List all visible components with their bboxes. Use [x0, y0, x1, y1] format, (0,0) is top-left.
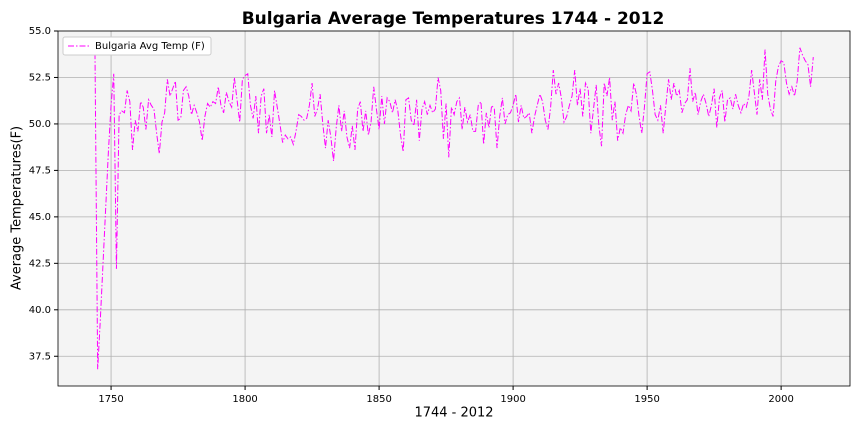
x-tick-label: 1800	[232, 394, 257, 405]
x-tick-label: 1950	[634, 394, 659, 405]
chart-title: Bulgaria Average Temperatures 1744 - 201…	[242, 9, 665, 29]
x-tick-label: 1750	[98, 394, 123, 405]
y-tick-label: 50.0	[29, 119, 51, 130]
y-tick-label: 52.5	[29, 72, 51, 83]
plot-frame	[57, 30, 851, 387]
plot-area	[58, 31, 850, 386]
y-tick-label: 55.0	[29, 26, 51, 37]
legend-label: Bulgaria Avg Temp (F)	[95, 41, 205, 52]
grid	[58, 30, 850, 386]
legend-box	[62, 36, 212, 56]
y-axis-label: Average Temperatures(F)	[10, 126, 25, 290]
data-line	[94, 47, 814, 370]
y-tick-label: 37.5	[29, 351, 51, 362]
y-tick-label: 42.5	[29, 258, 51, 269]
x-tick-label: 2000	[768, 394, 793, 405]
x-axis-label: 1744 - 2012	[414, 406, 493, 421]
x-tick-label: 1850	[366, 394, 391, 405]
marks	[94, 47, 814, 370]
y-tick-label: 45.0	[29, 212, 51, 223]
y-tick-label: 47.5	[29, 165, 51, 176]
x-tick-label: 1900	[500, 394, 525, 405]
y-tick-label: 40.0	[29, 305, 51, 316]
